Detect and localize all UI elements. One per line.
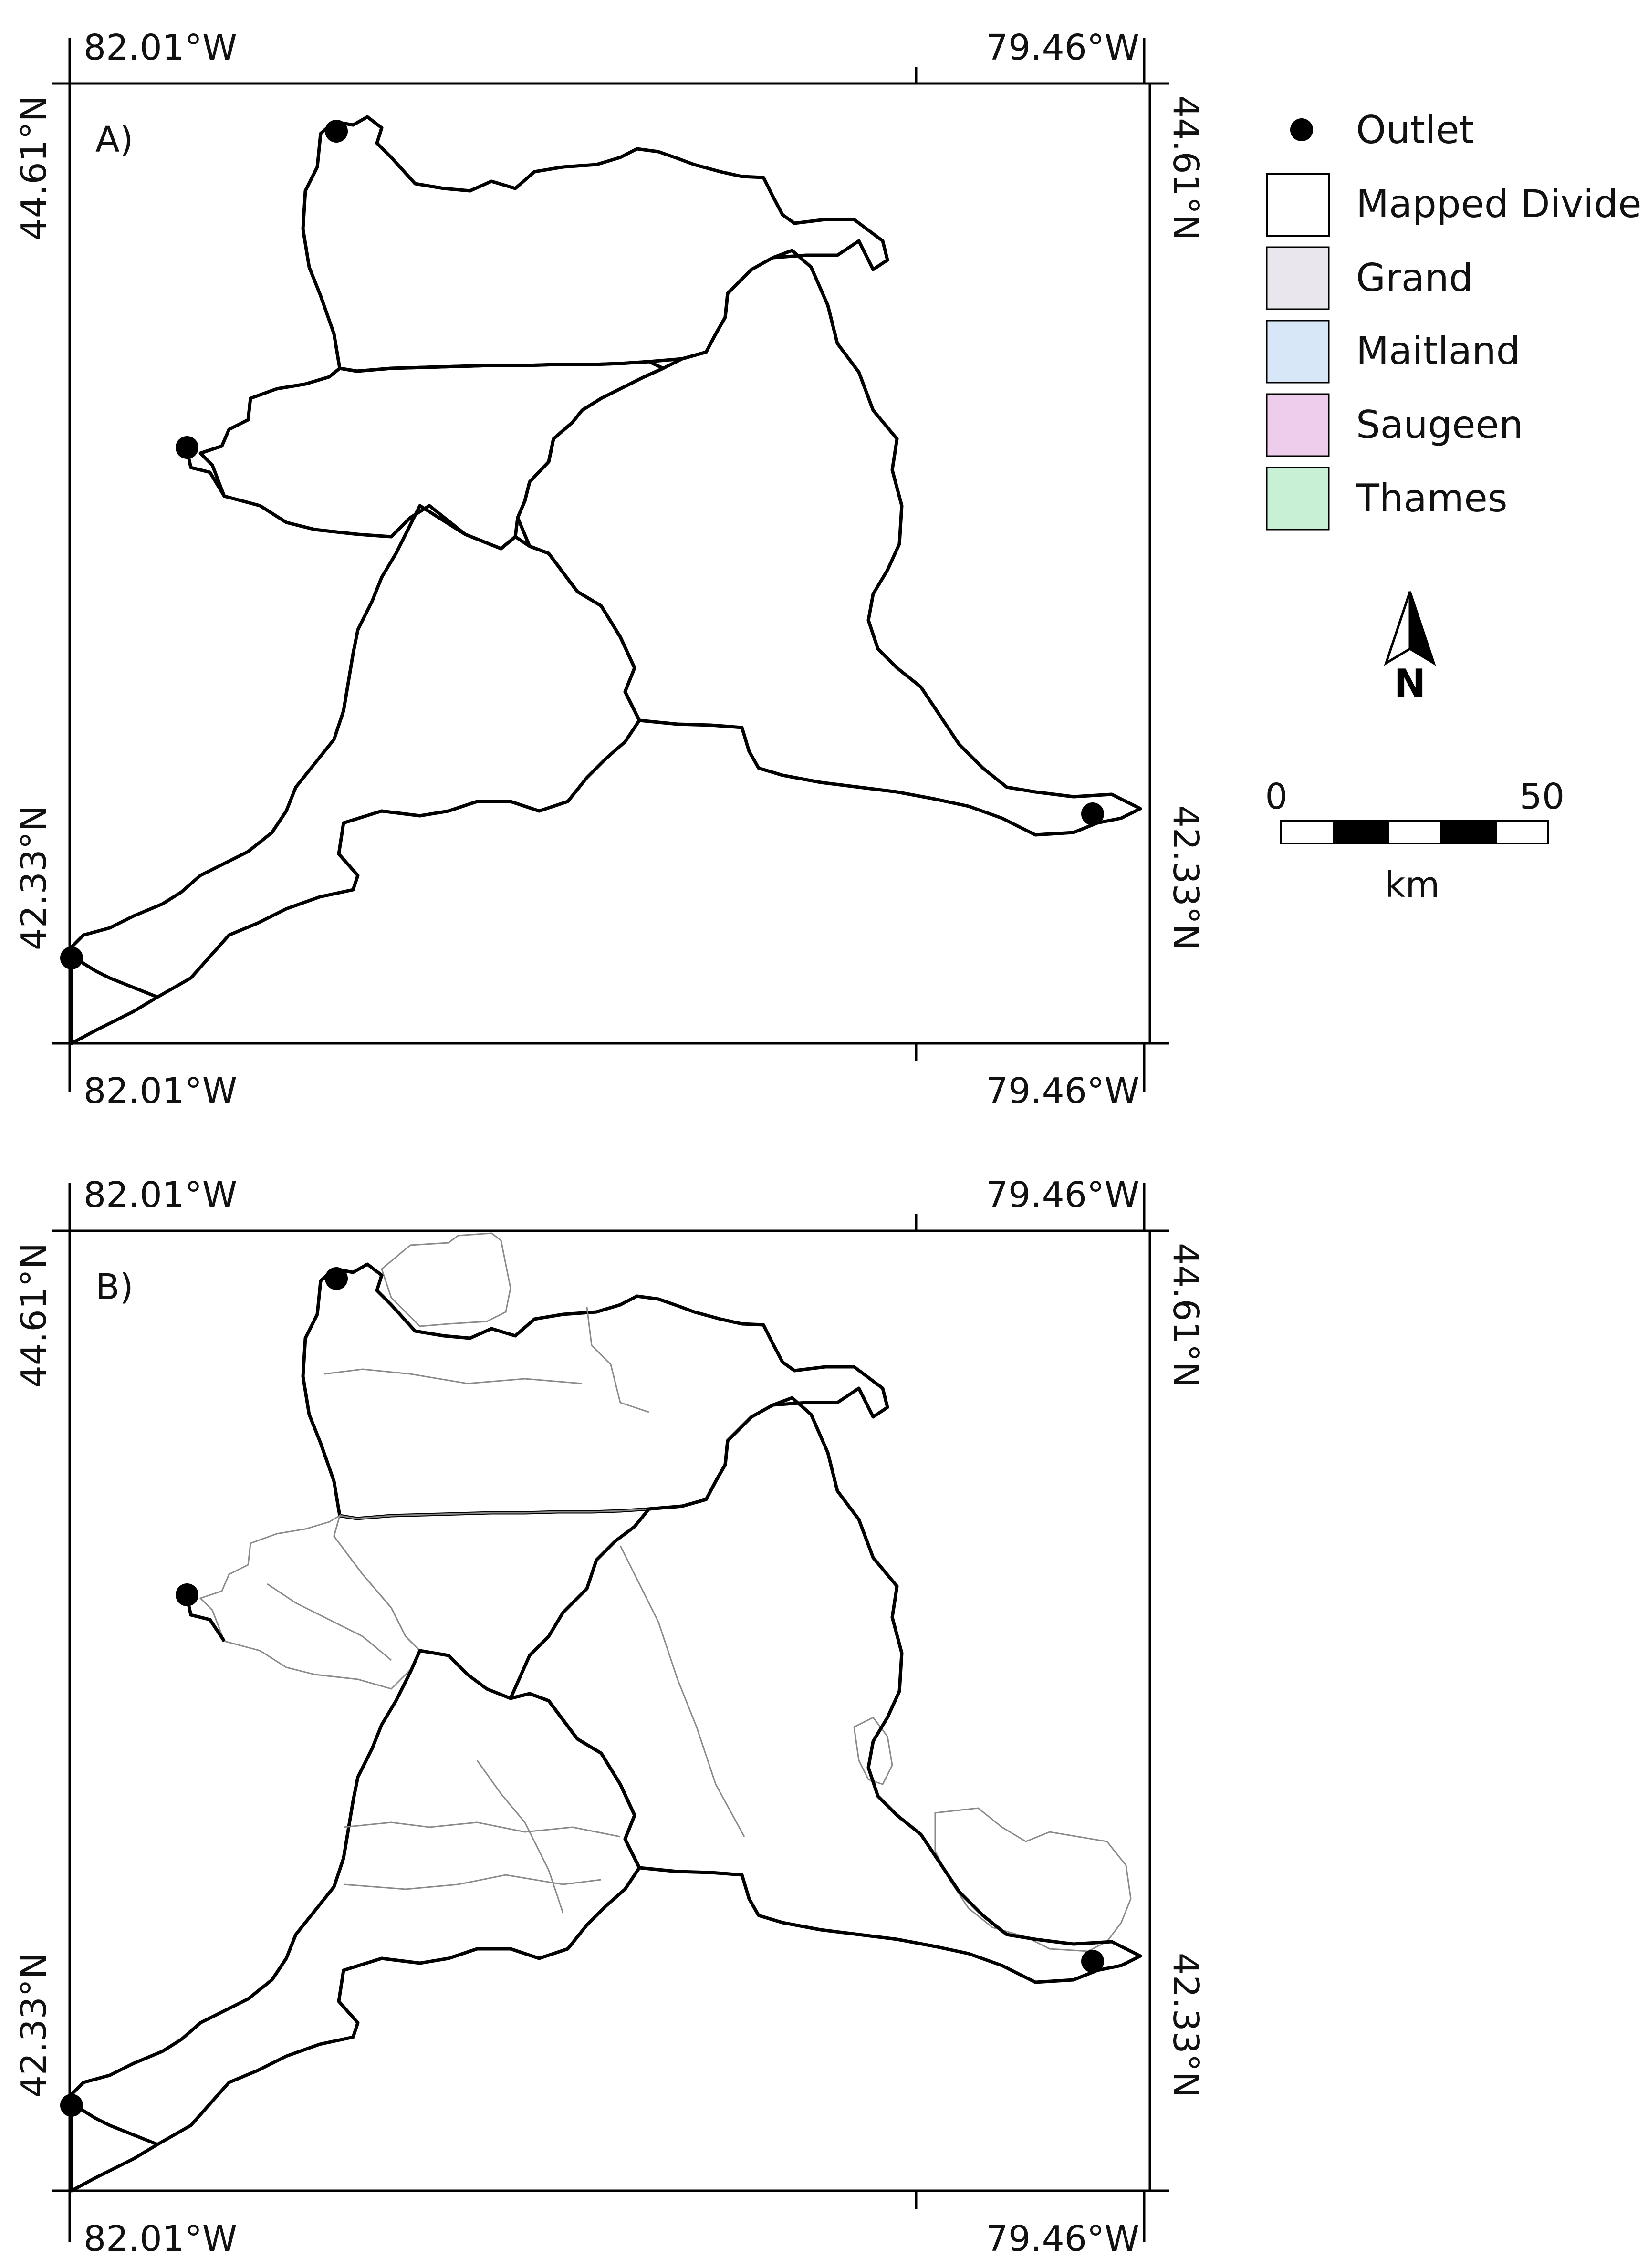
maitland-watershed bbox=[198, 360, 665, 551]
legend-label-grand: Grand bbox=[1356, 256, 1473, 300]
scale-bar-segment bbox=[1440, 820, 1497, 844]
panel-b-frame bbox=[68, 1229, 1151, 2192]
thames-subbasin-line bbox=[343, 1821, 621, 1838]
thames-watershed bbox=[70, 504, 641, 999]
outlet-point bbox=[176, 436, 198, 459]
north-arrow-label: N bbox=[1394, 661, 1426, 706]
panel-a-lat-bottom-left: 42.33°N bbox=[13, 805, 54, 950]
scale-bar: 0 50 km bbox=[1265, 776, 1565, 905]
saugeen-watershed bbox=[301, 115, 889, 373]
north-arrow-left-half bbox=[1384, 591, 1411, 666]
legend-swatch-mapped-divide bbox=[1266, 173, 1330, 237]
panel-a-lat-top-left: 44.61°N bbox=[13, 95, 54, 240]
legend-swatch-grand bbox=[1266, 246, 1330, 310]
panel-a-lat-top-right: 44.61°N bbox=[1165, 95, 1206, 240]
scale-bar-segment bbox=[1333, 820, 1389, 844]
map-legend: Outlet Mapped Divide Grand Maitland Saug… bbox=[1266, 108, 1641, 531]
legend-swatch-thames bbox=[1266, 467, 1330, 531]
panel-b-lat-top-right: 44.61°N bbox=[1165, 1243, 1206, 1388]
north-arrow-icon: N bbox=[1384, 591, 1436, 706]
outlet-point bbox=[60, 2094, 83, 2117]
outlet-point bbox=[325, 120, 348, 143]
maitland-watershed bbox=[199, 1514, 421, 1690]
grand-extra-subbasin bbox=[934, 1807, 1132, 1952]
legend-label-maitland: Maitland bbox=[1356, 329, 1520, 373]
panel-a-lon-right-top: 79.46°W bbox=[986, 27, 1139, 68]
panel-a-map: 82.01°W 79.46°W 82.01°W 79.46°W 44.61°N … bbox=[13, 27, 1206, 1112]
purple-subbasin bbox=[333, 1508, 651, 1699]
panel-b-lon-left-bottom: 82.01°W bbox=[83, 2218, 237, 2259]
panel-b-label: B) bbox=[95, 1267, 134, 1308]
saugeen-extra-subbasin bbox=[381, 1232, 511, 1327]
legend-label-thames: Thames bbox=[1356, 476, 1507, 520]
panel-b-lon-right-bottom: 79.46°W bbox=[986, 2218, 1139, 2259]
panel-b-lat-bottom-left: 42.33°N bbox=[13, 1953, 54, 2098]
legend-outlet-symbol bbox=[1290, 118, 1313, 141]
legend-swatch-maitland bbox=[1266, 320, 1330, 384]
north-arrow-right-half bbox=[1408, 591, 1436, 666]
panel-a-frame bbox=[68, 82, 1151, 1045]
scale-bar-segment bbox=[1495, 820, 1549, 844]
panel-a-outlet-line bbox=[70, 959, 158, 1045]
panel-b-map: 82.01°W 79.46°W 82.01°W 79.46°W 44.61°N … bbox=[13, 1175, 1206, 2259]
panel-b-lon-right-top: 79.46°W bbox=[986, 1175, 1139, 1216]
legend-label-outlet: Outlet bbox=[1356, 108, 1474, 152]
outlet-point bbox=[176, 1583, 198, 1606]
saugeen-subbasin-line bbox=[324, 1368, 583, 1384]
legend-swatch-saugeen bbox=[1266, 393, 1330, 457]
panel-a-lon-right-bottom: 79.46°W bbox=[986, 1071, 1139, 1112]
panel-b-outlet-line bbox=[70, 2106, 158, 2193]
panel-a-label: A) bbox=[95, 119, 134, 160]
legend-label-mapped-divide: Mapped Divide bbox=[1356, 182, 1641, 226]
thames-watershed bbox=[70, 1649, 641, 2146]
panel-b-lat-top-left: 44.61°N bbox=[13, 1243, 54, 1388]
outlet-point bbox=[60, 947, 83, 969]
scale-bar-start-label: 0 bbox=[1265, 776, 1287, 817]
grand-watershed bbox=[516, 249, 1142, 837]
scale-bar-segment bbox=[1387, 820, 1442, 844]
scale-bar-end-label: 50 bbox=[1520, 776, 1565, 817]
saugeen-subbasin-line bbox=[586, 1307, 649, 1413]
grand-subbasin-line bbox=[619, 1545, 745, 1837]
panel-a-lat-bottom-right: 42.33°N bbox=[1165, 805, 1206, 950]
scale-bar-segment bbox=[1280, 820, 1335, 844]
outlet-point bbox=[1081, 802, 1104, 825]
panel-b-lat-bottom-right: 42.33°N bbox=[1165, 1953, 1206, 2098]
grand-watershed bbox=[509, 1396, 1142, 1984]
maitland-subbasin-line bbox=[267, 1583, 392, 1661]
panel-a-lon-left-bottom: 82.01°W bbox=[83, 1071, 237, 1112]
panel-a-lon-left-top: 82.01°W bbox=[83, 27, 237, 68]
thames-subbasin-line bbox=[343, 1874, 602, 1890]
saugeen-watershed bbox=[301, 1262, 889, 1520]
panel-b-lon-left-top: 82.01°W bbox=[83, 1175, 237, 1216]
legend-label-saugeen: Saugeen bbox=[1356, 403, 1523, 447]
thames-subbasin-line bbox=[476, 1760, 564, 1914]
outlet-point bbox=[325, 1267, 348, 1290]
outlet-point bbox=[1081, 1950, 1104, 1973]
grand-extra-subbasin bbox=[853, 1717, 893, 1785]
scale-bar-unit-label: km bbox=[1385, 864, 1440, 905]
